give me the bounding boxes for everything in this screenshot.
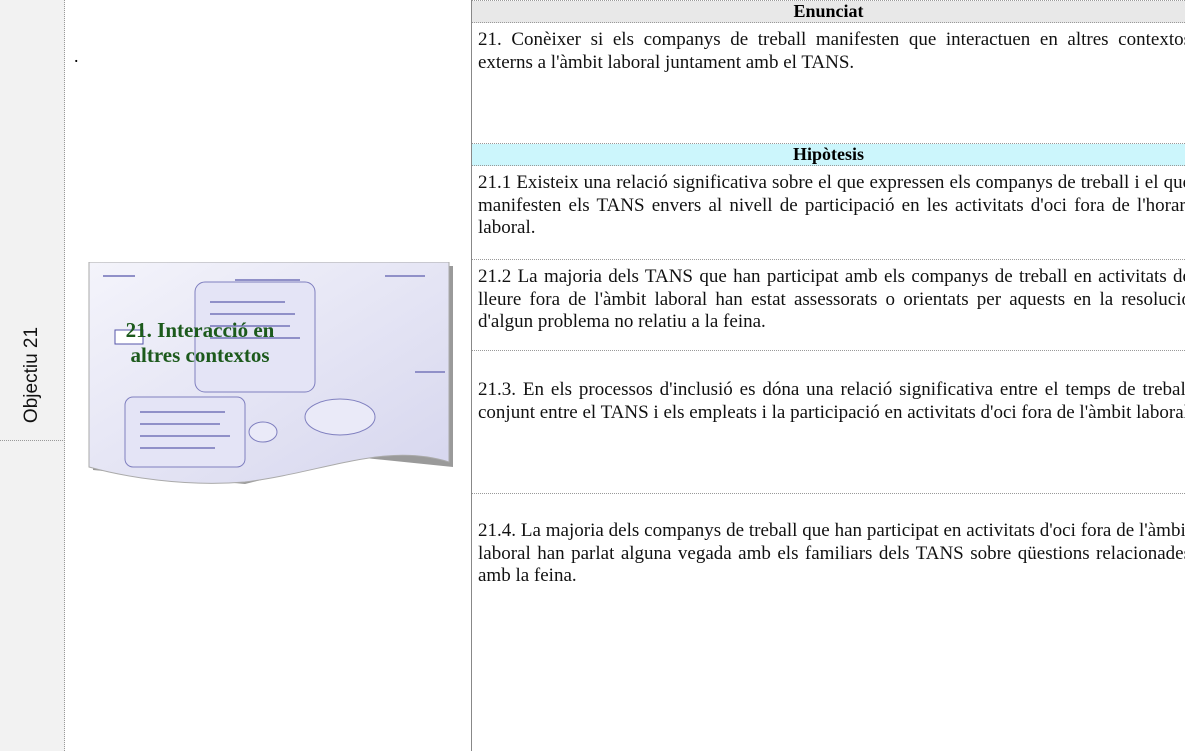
- thumbnail: [88, 262, 453, 484]
- hypothesis: 21.1 Existeix una relació significativa …: [472, 166, 1185, 260]
- section-header: Enunciat: [472, 1, 1185, 23]
- dot: .: [74, 46, 79, 66]
- row-label: Objectiu 21: [21, 326, 42, 424]
- hypothesis: 21.4. La majoria dels companys de trebal…: [478, 520, 1185, 586]
- section-header: Hipòtesis: [472, 144, 1185, 166]
- image-column: [65, 0, 472, 751]
- hypothesis: 21.2 La majoria dels TANS que han partic…: [472, 260, 1185, 351]
- hypothesis: 21.3. En els processos d'inclusió es dón…: [472, 351, 1185, 494]
- label-column: [0, 0, 65, 751]
- statement: 21. Conèixer si els companys de treball …: [472, 23, 1185, 144]
- content-column: Enunciat 21. Conèixer si els companys de…: [472, 0, 1185, 751]
- row-divider: [0, 440, 65, 441]
- image-caption: 21. Interacció en altres contextos: [125, 318, 275, 367]
